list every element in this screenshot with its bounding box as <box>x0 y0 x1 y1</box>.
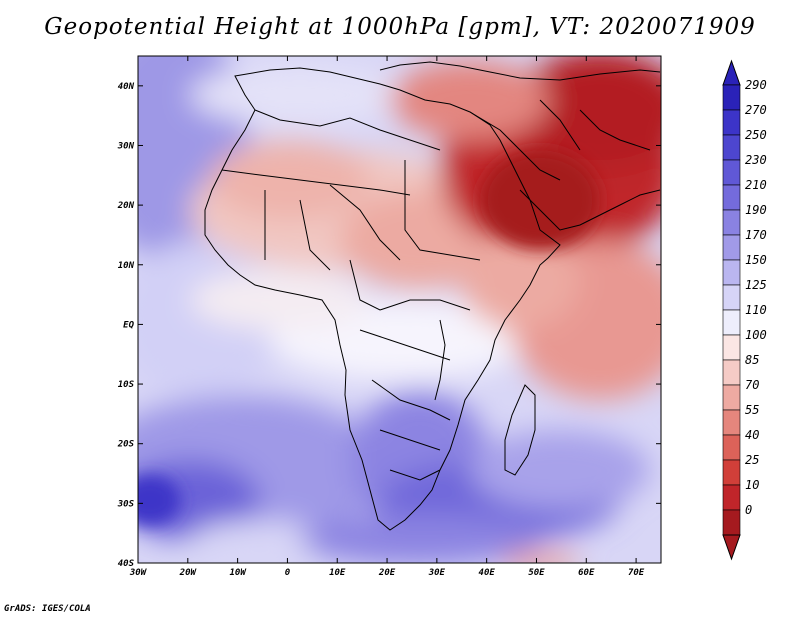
lon-label: 30W <box>129 568 148 578</box>
lat-label: 40S <box>118 559 135 569</box>
lon-label: 60E <box>578 568 595 578</box>
lat-label: 10N <box>118 261 135 271</box>
lon-label: 50E <box>528 568 545 578</box>
lon-label: 10E <box>329 568 346 578</box>
colorbar-label: 250 <box>745 128 767 142</box>
colorbar-label: 25 <box>745 453 759 467</box>
colorbar-swatch <box>722 209 741 236</box>
axis-ticks <box>137 56 661 564</box>
colorbar-label: 55 <box>745 403 759 417</box>
lon-label: 20W <box>179 568 198 578</box>
colorbar-label: 70 <box>745 378 759 392</box>
colorbar-swatch <box>722 184 741 211</box>
colorbar-label: 0 <box>745 503 752 517</box>
colorbar: 2902702502302101901701501251101008570554… <box>722 59 767 561</box>
colorbar-label: 230 <box>745 153 767 167</box>
map-title: Geopotential Height at 1000hPa [gpm], VT… <box>44 14 756 40</box>
lat-label: 10S <box>118 380 135 390</box>
lat-label: 30N <box>117 141 135 151</box>
geopotential-field <box>138 56 661 563</box>
colorbar-label: 270 <box>745 103 767 117</box>
colorbar-label: 40 <box>745 428 759 442</box>
lon-label: 70E <box>628 568 645 578</box>
lon-label: 40E <box>479 568 496 578</box>
colorbar-swatch <box>722 334 741 361</box>
colorbar-label: 190 <box>745 203 767 217</box>
lon-label: 10W <box>229 568 247 578</box>
latitude-labels: 40N 30N 20N 10N EQ 10S 20S 30S 40S <box>117 82 135 569</box>
lat-label: 20N <box>117 201 135 211</box>
plot-frame <box>137 55 662 564</box>
colorbar-swatch <box>722 259 741 286</box>
colorbar-swatch <box>722 459 741 486</box>
colorbar-swatch <box>722 159 741 186</box>
colorbar-swatch <box>722 134 741 161</box>
colorbar-swatch <box>722 309 741 336</box>
lat-label: 30S <box>117 499 135 509</box>
colorbar-swatch <box>722 409 741 436</box>
colorbar-bottom-arrow <box>722 534 741 561</box>
colorbar-swatch <box>722 434 741 461</box>
lat-label: EQ <box>123 320 134 330</box>
colorbar-swatch <box>722 109 741 136</box>
colorbar-swatch <box>722 384 741 411</box>
lon-label: 20E <box>378 568 396 578</box>
colorbar-label: 290 <box>745 78 767 92</box>
colorbar-label: 10 <box>745 478 759 492</box>
colorbar-label: 85 <box>745 353 759 367</box>
colorbar-label: 150 <box>745 253 767 267</box>
colorbar-top-arrow <box>722 59 741 86</box>
lat-label: 40N <box>118 82 135 92</box>
lon-label: 30E <box>428 568 446 578</box>
longitude-labels: 30W 20W 10W 0 10E 20E 30E 40E 50E 60E 70E <box>129 568 645 578</box>
colorbar-label: 210 <box>745 178 767 192</box>
lon-label: 0 <box>285 568 291 578</box>
coastlines <box>204 61 661 531</box>
credit-text: GrADS: IGES/COLA <box>4 604 91 614</box>
colorbar-swatch <box>722 284 741 311</box>
colorbar-swatch <box>722 84 741 111</box>
lat-label: 20S <box>117 440 135 450</box>
colorbar-swatch <box>722 509 741 536</box>
colorbar-label: 170 <box>745 228 767 242</box>
colorbar-swatch <box>722 234 741 261</box>
colorbar-swatch <box>722 484 741 511</box>
colorbar-label: 125 <box>745 278 767 292</box>
colorbar-swatch <box>722 359 741 386</box>
colorbar-label: 100 <box>745 328 767 342</box>
colorbar-label: 110 <box>745 303 767 317</box>
